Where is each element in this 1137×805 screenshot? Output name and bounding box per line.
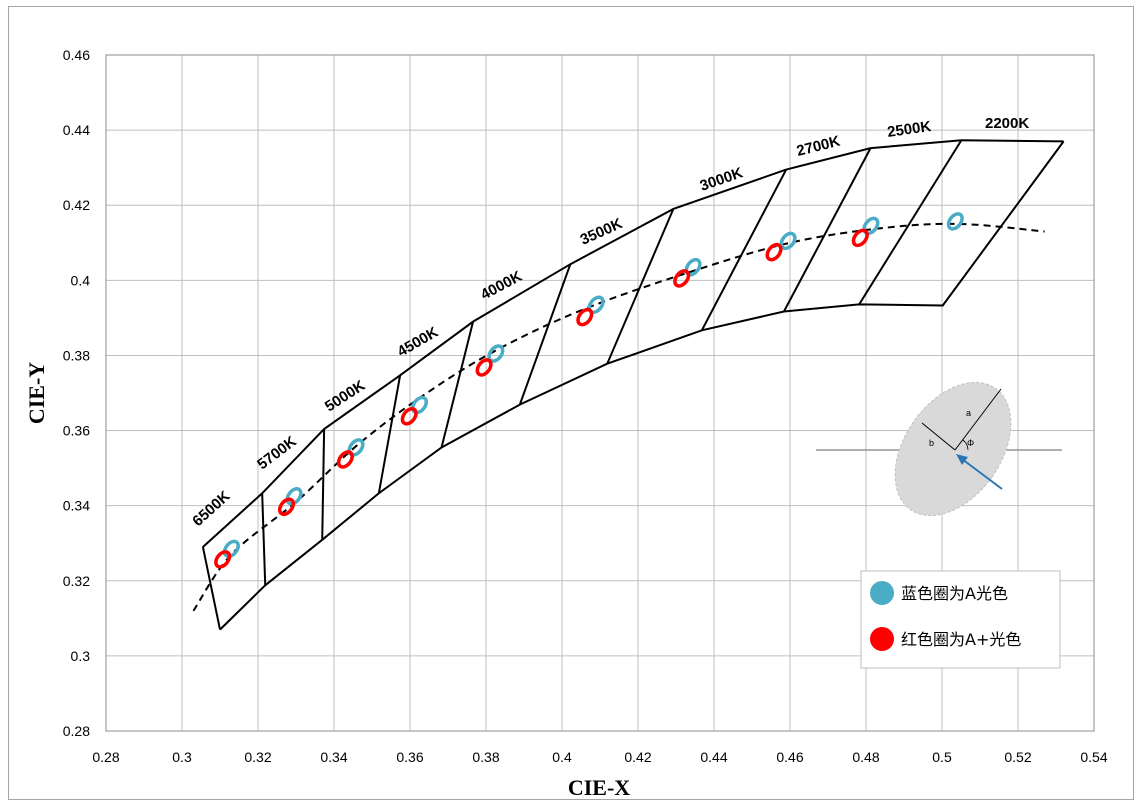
y-tick-label: 0.28	[63, 723, 90, 739]
y-tick-labels: 0.28 0.3 0.32 0.34 0.36 0.38 0.4 0.42 0.44 0.46	[63, 47, 90, 739]
ansi-quadrangles	[201, 139, 1065, 631]
x-tick-label: 0.44	[700, 749, 727, 765]
legend-red-marker	[870, 627, 894, 651]
y-tick-label: 0.34	[63, 498, 90, 514]
blue-ellipse-point	[285, 487, 303, 506]
y-tick-label: 0.38	[63, 347, 90, 363]
cct-label: 2200K	[985, 115, 1029, 132]
cct-label: 6500K	[189, 488, 233, 530]
bin-divider-line	[783, 147, 872, 312]
red-ellipse-point	[336, 450, 354, 469]
bin-divider-line	[261, 493, 267, 586]
blue-ellipse-point	[862, 216, 880, 236]
bin-divider-line	[201, 546, 221, 630]
x-tick-label: 0.28	[92, 749, 119, 765]
cct-label: 4500K	[395, 324, 442, 361]
color-points	[214, 212, 964, 569]
legend-label-blue: 蓝色圈为A光色	[901, 584, 1008, 603]
red-ellipse-point	[851, 228, 869, 248]
bin-divider-line	[518, 263, 572, 405]
x-tick-label: 0.52	[1004, 749, 1031, 765]
cct-label: 3500K	[578, 215, 625, 249]
x-tick-label: 0.4	[552, 749, 572, 765]
y-axis-title: CIE-Y	[24, 362, 49, 424]
blue-ellipse-point	[779, 231, 797, 251]
blackbody-locus	[192, 222, 1045, 612]
blackbody-locus-curve	[192, 222, 1045, 612]
red-ellipse-point	[576, 307, 594, 327]
legend-label-red: 红色圈为A+光色	[901, 630, 1021, 649]
y-tick-label: 0.36	[63, 423, 90, 439]
x-tick-label: 0.42	[624, 749, 651, 765]
x-tick-label: 0.54	[1080, 749, 1107, 765]
bin-divider-line	[321, 429, 326, 540]
y-tick-label: 0.46	[63, 47, 90, 63]
inset-axis-a	[954, 388, 1002, 451]
lower-boundary-line	[219, 140, 1065, 631]
cct-label: 3000K	[698, 164, 745, 195]
red-ellipse-point	[765, 242, 783, 262]
x-tick-label: 0.36	[396, 749, 423, 765]
red-ellipse-point	[400, 407, 418, 426]
x-tick-label: 0.38	[472, 749, 499, 765]
blue-ellipse-point	[410, 395, 429, 415]
bin-divider-line	[858, 139, 963, 305]
red-ellipse-point	[673, 269, 691, 288]
cct-label: 4000K	[478, 268, 525, 304]
blue-ellipse-point	[946, 212, 964, 231]
blue-ellipse-point	[222, 539, 240, 559]
inset-phi-arc	[962, 439, 969, 451]
ellipse-inset-diagram: a b Φ	[816, 381, 1062, 517]
legend-blue-marker	[870, 581, 894, 605]
y-tick-label: 0.3	[71, 648, 91, 664]
x-tick-label: 0.34	[320, 749, 347, 765]
legend: 蓝色圈为A光色 红色圈为A+光色	[860, 570, 1061, 669]
bin-divider-line	[606, 208, 675, 365]
x-tick-label: 0.5	[932, 749, 952, 765]
inset-arrow-shaft	[961, 458, 1003, 490]
red-ellipse-point	[277, 497, 296, 517]
y-tick-label: 0.32	[63, 573, 90, 589]
x-tick-label: 0.46	[776, 749, 803, 765]
inset-label-phi: Φ	[967, 438, 974, 448]
x-tick-label: 0.48	[852, 749, 879, 765]
inset-arrow-head	[956, 454, 968, 465]
y-tick-label: 0.4	[71, 272, 91, 288]
x-tick-label: 0.3	[172, 749, 192, 765]
legend-box	[860, 570, 1061, 669]
inset-label-b: b	[929, 438, 934, 448]
red-ellipse-point	[214, 550, 232, 569]
bin-divider-line	[377, 375, 402, 494]
cct-label: 5000K	[322, 377, 368, 415]
blue-ellipse-point	[684, 257, 702, 277]
plot-area-border	[105, 54, 1095, 732]
cct-label: 2500K	[886, 118, 932, 141]
x-tick-labels: 0.28 0.3 0.32 0.34 0.36 0.38 0.4 0.42 0.44 0.46 0.…	[92, 749, 1107, 765]
y-tick-label: 0.44	[63, 122, 90, 138]
y-tick-label: 0.42	[63, 197, 90, 213]
x-axis-title: CIE-X	[568, 775, 630, 800]
cct-label: 2700K	[795, 133, 842, 160]
red-ellipse-point	[475, 358, 493, 377]
x-tick-label: 0.32	[244, 749, 271, 765]
bin-divider-line	[700, 169, 788, 331]
inset-axis-b	[921, 422, 956, 451]
bin-divider-line	[440, 321, 475, 448]
cct-label: 5700K	[254, 433, 300, 473]
inset-label-a: a	[966, 408, 971, 418]
